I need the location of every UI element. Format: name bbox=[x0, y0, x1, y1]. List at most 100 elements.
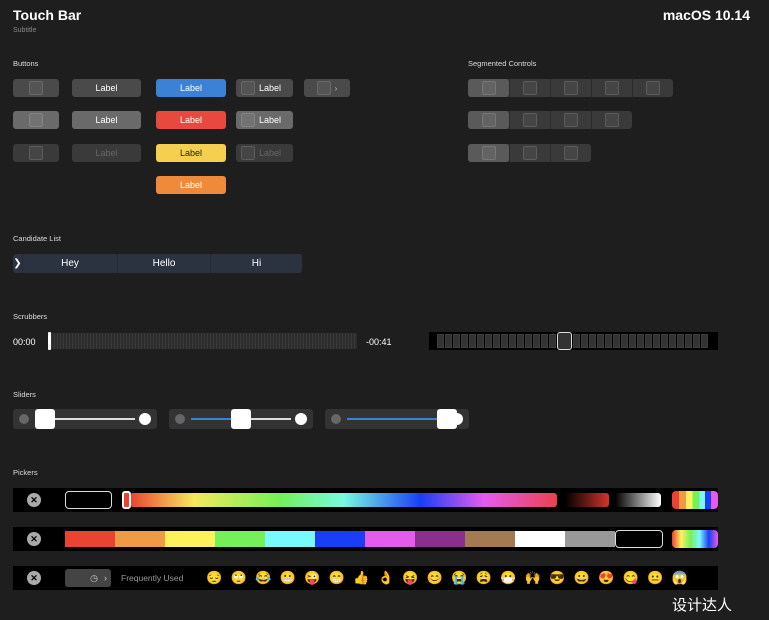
emoji-item[interactable]: 😋 bbox=[622, 570, 639, 585]
scrubber-item[interactable] bbox=[693, 334, 700, 348]
candidate-item[interactable]: Hello bbox=[117, 254, 210, 273]
segment[interactable] bbox=[591, 111, 632, 129]
color-spectrum-button[interactable] bbox=[672, 530, 718, 548]
icon-label-button[interactable]: Label bbox=[236, 79, 293, 97]
emoji-item[interactable]: 😀 bbox=[573, 570, 590, 585]
emoji-item[interactable]: 🙄 bbox=[230, 570, 247, 585]
emoji-item[interactable]: 😎 bbox=[549, 570, 566, 585]
color-swatch[interactable] bbox=[415, 531, 465, 547]
close-icon[interactable]: ✕ bbox=[27, 532, 41, 546]
hue-slider[interactable] bbox=[130, 493, 557, 507]
slider[interactable] bbox=[13, 409, 157, 429]
emoji-item[interactable]: 😊 bbox=[426, 570, 443, 585]
segment[interactable] bbox=[468, 111, 509, 129]
item-scrubber[interactable] bbox=[429, 332, 718, 350]
emoji-item[interactable]: 😂 bbox=[255, 570, 272, 585]
slider[interactable] bbox=[169, 409, 313, 429]
emoji-item[interactable]: 😔 bbox=[206, 570, 223, 585]
slider-thumb[interactable] bbox=[35, 409, 55, 429]
scrubber-item[interactable] bbox=[517, 334, 524, 348]
scrubber-item[interactable] bbox=[477, 334, 484, 348]
segment[interactable] bbox=[468, 79, 509, 97]
scrubber-item[interactable] bbox=[437, 334, 444, 348]
emoji-item[interactable]: 😍 bbox=[598, 570, 615, 585]
scrubber-playhead[interactable] bbox=[48, 332, 51, 350]
scrubber-item[interactable] bbox=[485, 334, 492, 348]
brightness-slider[interactable] bbox=[565, 493, 609, 507]
hue-slider-thumb[interactable] bbox=[122, 491, 131, 509]
segment[interactable] bbox=[632, 79, 673, 97]
scrubber-item[interactable] bbox=[701, 334, 708, 348]
slider[interactable] bbox=[325, 409, 469, 429]
icon-label-button[interactable]: Label bbox=[236, 144, 293, 162]
color-swatch[interactable] bbox=[565, 531, 615, 547]
scrubber-item[interactable] bbox=[637, 334, 644, 348]
segment[interactable] bbox=[550, 79, 591, 97]
scrubber-item[interactable] bbox=[613, 334, 620, 348]
emoji-item[interactable]: 😁 bbox=[328, 570, 345, 585]
scrubber-item[interactable] bbox=[461, 334, 468, 348]
emoji-category-button[interactable]: ◷ › bbox=[65, 569, 111, 587]
label-button[interactable]: Label bbox=[72, 79, 141, 97]
gray-slider[interactable] bbox=[615, 493, 661, 507]
segment[interactable] bbox=[509, 144, 550, 162]
segment[interactable] bbox=[591, 79, 632, 97]
color-swatch[interactable] bbox=[215, 531, 265, 547]
scrubber-item[interactable] bbox=[493, 334, 500, 348]
segment[interactable] bbox=[550, 111, 591, 129]
scrubber-item[interactable] bbox=[589, 334, 596, 348]
color-palette-button[interactable] bbox=[672, 491, 718, 509]
scrubber-item[interactable] bbox=[453, 334, 460, 348]
emoji-item[interactable]: 😭 bbox=[451, 570, 468, 585]
color-swatch[interactable] bbox=[265, 531, 315, 547]
scrubber-item[interactable] bbox=[533, 334, 540, 348]
scrubber-item[interactable] bbox=[509, 334, 516, 348]
icon-button[interactable] bbox=[13, 111, 59, 129]
scrubber-item[interactable] bbox=[677, 334, 684, 348]
emoji-item[interactable]: 👌 bbox=[377, 570, 394, 585]
scrubber-item[interactable] bbox=[621, 334, 628, 348]
scrubber-item[interactable] bbox=[573, 334, 580, 348]
color-swatch[interactable] bbox=[315, 531, 365, 547]
scrubber-item[interactable] bbox=[669, 334, 676, 348]
scrubber-item[interactable] bbox=[469, 334, 476, 348]
popover-button[interactable]: › bbox=[304, 79, 350, 97]
emoji-item[interactable]: 😝 bbox=[402, 570, 419, 585]
scrubber-item[interactable] bbox=[525, 334, 532, 348]
color-swatch[interactable] bbox=[515, 531, 565, 547]
scrubber-item[interactable] bbox=[645, 334, 652, 348]
emoji-item[interactable]: 👍 bbox=[353, 570, 370, 585]
segment[interactable] bbox=[468, 144, 509, 162]
orange-button[interactable]: Label bbox=[156, 176, 226, 194]
emoji-item[interactable]: 😷 bbox=[500, 570, 517, 585]
scrubber-item[interactable] bbox=[501, 334, 508, 348]
label-button[interactable]: Label bbox=[72, 144, 141, 162]
scrubber-item[interactable] bbox=[581, 334, 588, 348]
emoji-item[interactable]: 😬 bbox=[279, 570, 296, 585]
scrubber-item[interactable] bbox=[597, 334, 604, 348]
color-swatch[interactable] bbox=[465, 531, 515, 547]
scrubber-item[interactable] bbox=[557, 332, 572, 350]
scrubber-item[interactable] bbox=[661, 334, 668, 348]
emoji-item[interactable]: 😐 bbox=[647, 570, 664, 585]
scrubber-item[interactable] bbox=[685, 334, 692, 348]
scrubber-item[interactable] bbox=[605, 334, 612, 348]
emoji-item[interactable]: 😜 bbox=[304, 570, 321, 585]
color-swatch[interactable] bbox=[615, 530, 663, 548]
segment[interactable] bbox=[509, 79, 550, 97]
chevron-right-icon[interactable]: ❯ bbox=[13, 258, 22, 269]
emoji-item[interactable]: 🙌 bbox=[524, 570, 541, 585]
color-swatch[interactable] bbox=[165, 531, 215, 547]
scrubber-item[interactable] bbox=[549, 334, 556, 348]
icon-button[interactable] bbox=[13, 144, 59, 162]
selected-color-well[interactable] bbox=[65, 491, 112, 509]
close-icon[interactable]: ✕ bbox=[27, 493, 41, 507]
label-button[interactable]: Label bbox=[72, 111, 141, 129]
yellow-button[interactable]: Label bbox=[156, 144, 226, 162]
candidate-item[interactable]: Hi bbox=[210, 254, 302, 273]
color-swatch[interactable] bbox=[365, 531, 415, 547]
color-swatch[interactable] bbox=[115, 531, 165, 547]
close-icon[interactable]: ✕ bbox=[27, 571, 41, 585]
scrubber-item[interactable] bbox=[629, 334, 636, 348]
candidate-item[interactable]: Hey bbox=[22, 254, 117, 273]
